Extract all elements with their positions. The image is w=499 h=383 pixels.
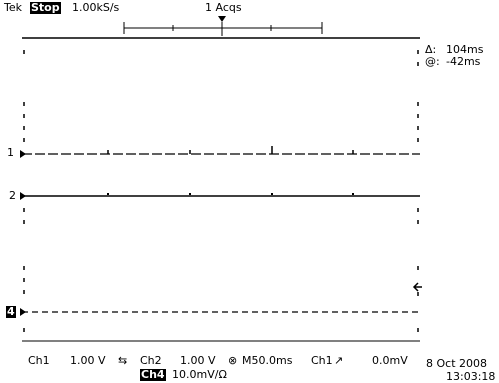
- offset-arrow-icon: [412, 282, 422, 292]
- ch2-marker[interactable]: 2: [9, 189, 16, 202]
- date: 8 Oct 2008: [426, 357, 488, 370]
- time: 13:03:18: [446, 370, 496, 383]
- cursor-bracket: [123, 22, 323, 34]
- ch1-coupling-icon: ⇆: [118, 354, 128, 367]
- ch4-scale: 10.0mV/Ω: [172, 368, 227, 381]
- ch1-glitches: [107, 146, 354, 154]
- sample-rate: 1.00kS/s: [72, 1, 120, 14]
- ch1-marker[interactable]: 1: [7, 146, 14, 159]
- ch1-label[interactable]: Ch1: [28, 354, 50, 367]
- ch1-ground-icon: [20, 150, 26, 158]
- trigger-position-icon: [218, 16, 226, 22]
- ch2-scale: 1.00 V: [180, 354, 216, 367]
- delta-label: Δ:: [425, 43, 437, 56]
- ch4-label[interactable]: Ch4: [140, 368, 166, 381]
- ch2-ground-icon: [20, 192, 26, 200]
- ch1-scale: 1.00 V: [70, 354, 106, 367]
- trigger-slope-icon: ↗: [334, 354, 344, 367]
- at-label: @:: [425, 55, 440, 68]
- ch2-glitches: [107, 193, 354, 195]
- timebase[interactable]: M50.0ms: [242, 354, 293, 367]
- acquisition-count: 1 Acqs: [205, 1, 242, 14]
- ch2-label[interactable]: Ch2: [140, 354, 162, 367]
- trigger-source[interactable]: Ch1: [311, 354, 333, 367]
- trigger-level[interactable]: 0.0mV: [372, 354, 408, 367]
- ch4-marker[interactable]: 4: [6, 305, 16, 318]
- delta-value: 104ms: [446, 43, 484, 56]
- brand-label: Tek: [4, 1, 22, 14]
- run-state-badge: Stop: [30, 1, 61, 14]
- bandwidth-icon: ⊗: [228, 354, 238, 367]
- ch4-ground-icon: [20, 308, 26, 316]
- at-value: -42ms: [446, 55, 481, 68]
